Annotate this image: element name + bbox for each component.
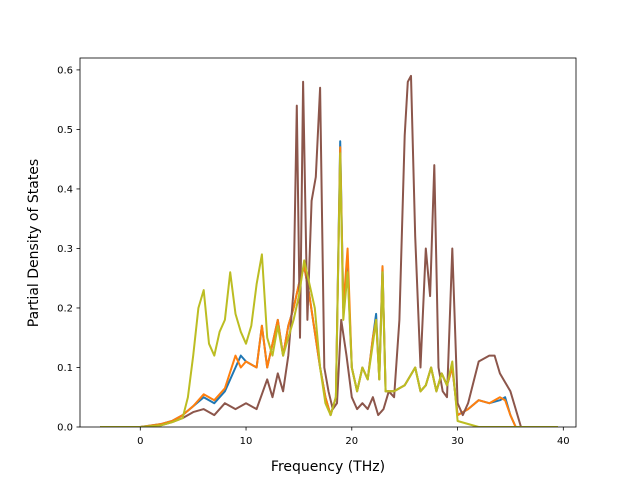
x-tick-label: 30 bbox=[451, 436, 464, 447]
y-tick-label: 0.0 bbox=[57, 423, 73, 434]
x-tick-label: 20 bbox=[345, 436, 358, 447]
x-tick-label: 0 bbox=[137, 436, 143, 447]
y-tick-label: 0.5 bbox=[57, 125, 73, 136]
series-layer bbox=[100, 74, 558, 427]
y-tick-label: 0.6 bbox=[57, 65, 73, 76]
y-tick-label: 0.2 bbox=[57, 303, 73, 314]
y-tick-label: 0.4 bbox=[57, 184, 73, 195]
x-tick-label: 10 bbox=[240, 436, 253, 447]
y-tick-label: 0.3 bbox=[57, 244, 73, 255]
x-tick-label: 40 bbox=[557, 436, 570, 447]
series-line-4 bbox=[100, 152, 558, 427]
x-axis-label: Frequency (THz) bbox=[271, 459, 385, 475]
y-axis-label: Partial Density of States bbox=[26, 159, 42, 327]
y-axis-ticks: 0.0 0.1 0.2 0.3 0.4 0.5 0.6 bbox=[57, 65, 80, 434]
x-axis-ticks: 0 10 20 30 40 bbox=[137, 427, 570, 447]
y-tick-label: 0.1 bbox=[57, 363, 73, 374]
series-line-3 bbox=[100, 74, 558, 427]
axes-frame bbox=[79, 57, 577, 428]
